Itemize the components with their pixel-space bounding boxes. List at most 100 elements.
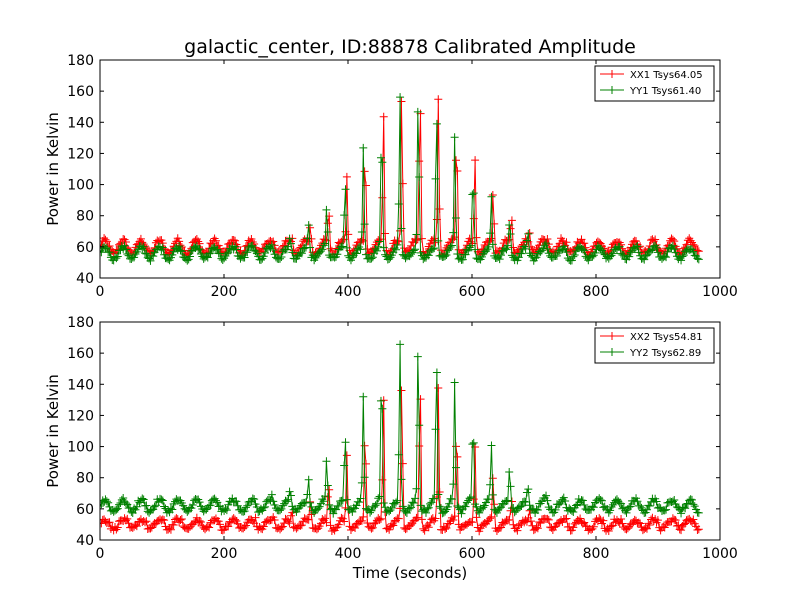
data-point-marker [532, 505, 541, 514]
data-point-marker [690, 502, 699, 511]
data-point-marker [449, 480, 458, 489]
data-point-marker [633, 497, 642, 506]
data-point-marker [522, 236, 531, 245]
data-point-marker [484, 495, 493, 504]
data-point-marker [640, 255, 649, 264]
data-point-marker [300, 244, 309, 253]
x-tick-label: 800 [583, 546, 610, 562]
data-point-marker [218, 256, 227, 265]
data-point-marker [660, 252, 669, 261]
data-point-marker [402, 509, 411, 518]
data-point-marker [479, 503, 488, 512]
data-point-marker [487, 441, 496, 450]
y-tick-label: 140 [67, 115, 94, 131]
data-point-marker [435, 502, 444, 511]
data-point-marker [216, 520, 225, 529]
data-point-marker [517, 249, 526, 258]
data-point-marker [660, 506, 669, 515]
data-point-marker [623, 524, 632, 533]
data-point-marker [461, 502, 470, 511]
data-point-marker [351, 249, 360, 258]
data-point-marker [195, 498, 204, 507]
top-axis-ticks: 0 200 400 600 800 1000 40 60 80 100 120 140 160 180 [67, 53, 738, 300]
data-point-marker [241, 521, 250, 530]
data-point-marker [374, 242, 383, 251]
data-point-marker [606, 506, 615, 515]
data-point-marker [160, 502, 169, 511]
data-point-marker [645, 520, 654, 529]
data-point-marker [121, 237, 130, 246]
data-point-marker [393, 240, 402, 249]
y-tick-label: 100 [67, 440, 94, 456]
data-point-marker [521, 498, 530, 507]
data-point-marker [366, 508, 375, 517]
y-tick-label: 40 [76, 271, 94, 287]
data-point-marker [150, 502, 159, 511]
data-point-marker [423, 504, 432, 513]
data-point-marker [252, 503, 261, 512]
data-point-marker [435, 204, 444, 213]
data-point-marker [177, 247, 186, 256]
data-point-marker [618, 519, 627, 528]
data-point-marker [424, 251, 433, 260]
data-point-marker [367, 254, 376, 263]
data-point-marker [413, 513, 422, 522]
data-point-marker [617, 514, 626, 523]
data-point-marker [391, 245, 400, 254]
data-point-marker [417, 234, 426, 243]
data-point-marker [434, 490, 443, 499]
data-point-marker [406, 503, 415, 512]
data-point-marker [486, 480, 495, 489]
data-point-marker [357, 516, 366, 525]
data-point-marker [269, 497, 278, 506]
data-point-marker [544, 515, 553, 524]
data-point-marker [458, 255, 467, 264]
y-tick-label: 80 [76, 471, 94, 487]
data-point-marker [160, 516, 169, 525]
data-point-marker [430, 244, 439, 253]
legend-marker-xx2 [608, 332, 616, 340]
data-point-marker [338, 496, 347, 505]
data-point-marker [469, 214, 478, 223]
data-point-marker [495, 255, 504, 264]
data-point-marker [361, 181, 370, 190]
data-point-marker [240, 522, 249, 531]
data-point-marker [505, 467, 514, 476]
data-point-marker [467, 492, 476, 501]
data-point-marker [194, 237, 203, 246]
data-point-marker [314, 524, 323, 533]
data-point-marker [379, 499, 388, 508]
data-point-marker [267, 490, 276, 499]
data-point-marker [449, 516, 458, 525]
data-point-marker [100, 248, 106, 257]
data-point-marker [487, 192, 496, 201]
y-tick-label: 140 [67, 377, 94, 393]
data-point-marker [319, 241, 328, 250]
data-point-marker [169, 520, 178, 529]
data-point-marker [357, 227, 366, 236]
data-point-marker [113, 504, 122, 513]
data-point-marker [322, 205, 331, 214]
data-point-marker [486, 229, 495, 238]
data-point-marker [533, 505, 542, 514]
data-point-marker [426, 499, 435, 508]
data-point-marker [468, 518, 477, 527]
y-tick-label: 40 [76, 533, 94, 549]
data-point-marker [495, 504, 504, 513]
data-point-marker [607, 522, 616, 531]
data-point-marker [570, 251, 579, 260]
data-point-marker [297, 249, 306, 258]
data-point-marker [394, 237, 403, 246]
data-point-marker [488, 240, 497, 249]
data-point-marker [411, 245, 420, 254]
data-point-marker [689, 240, 698, 249]
data-point-marker [467, 241, 476, 250]
data-point-marker [441, 507, 450, 516]
data-point-marker [239, 507, 248, 516]
data-point-marker [694, 525, 703, 534]
data-point-marker [424, 503, 433, 512]
data-point-marker [359, 392, 368, 401]
data-point-marker [412, 484, 421, 493]
data-point-marker [636, 519, 645, 528]
data-point-marker [184, 524, 193, 533]
